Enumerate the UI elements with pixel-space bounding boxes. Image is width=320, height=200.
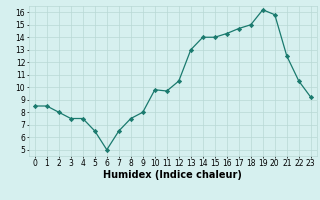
X-axis label: Humidex (Indice chaleur): Humidex (Indice chaleur) xyxy=(103,170,242,180)
